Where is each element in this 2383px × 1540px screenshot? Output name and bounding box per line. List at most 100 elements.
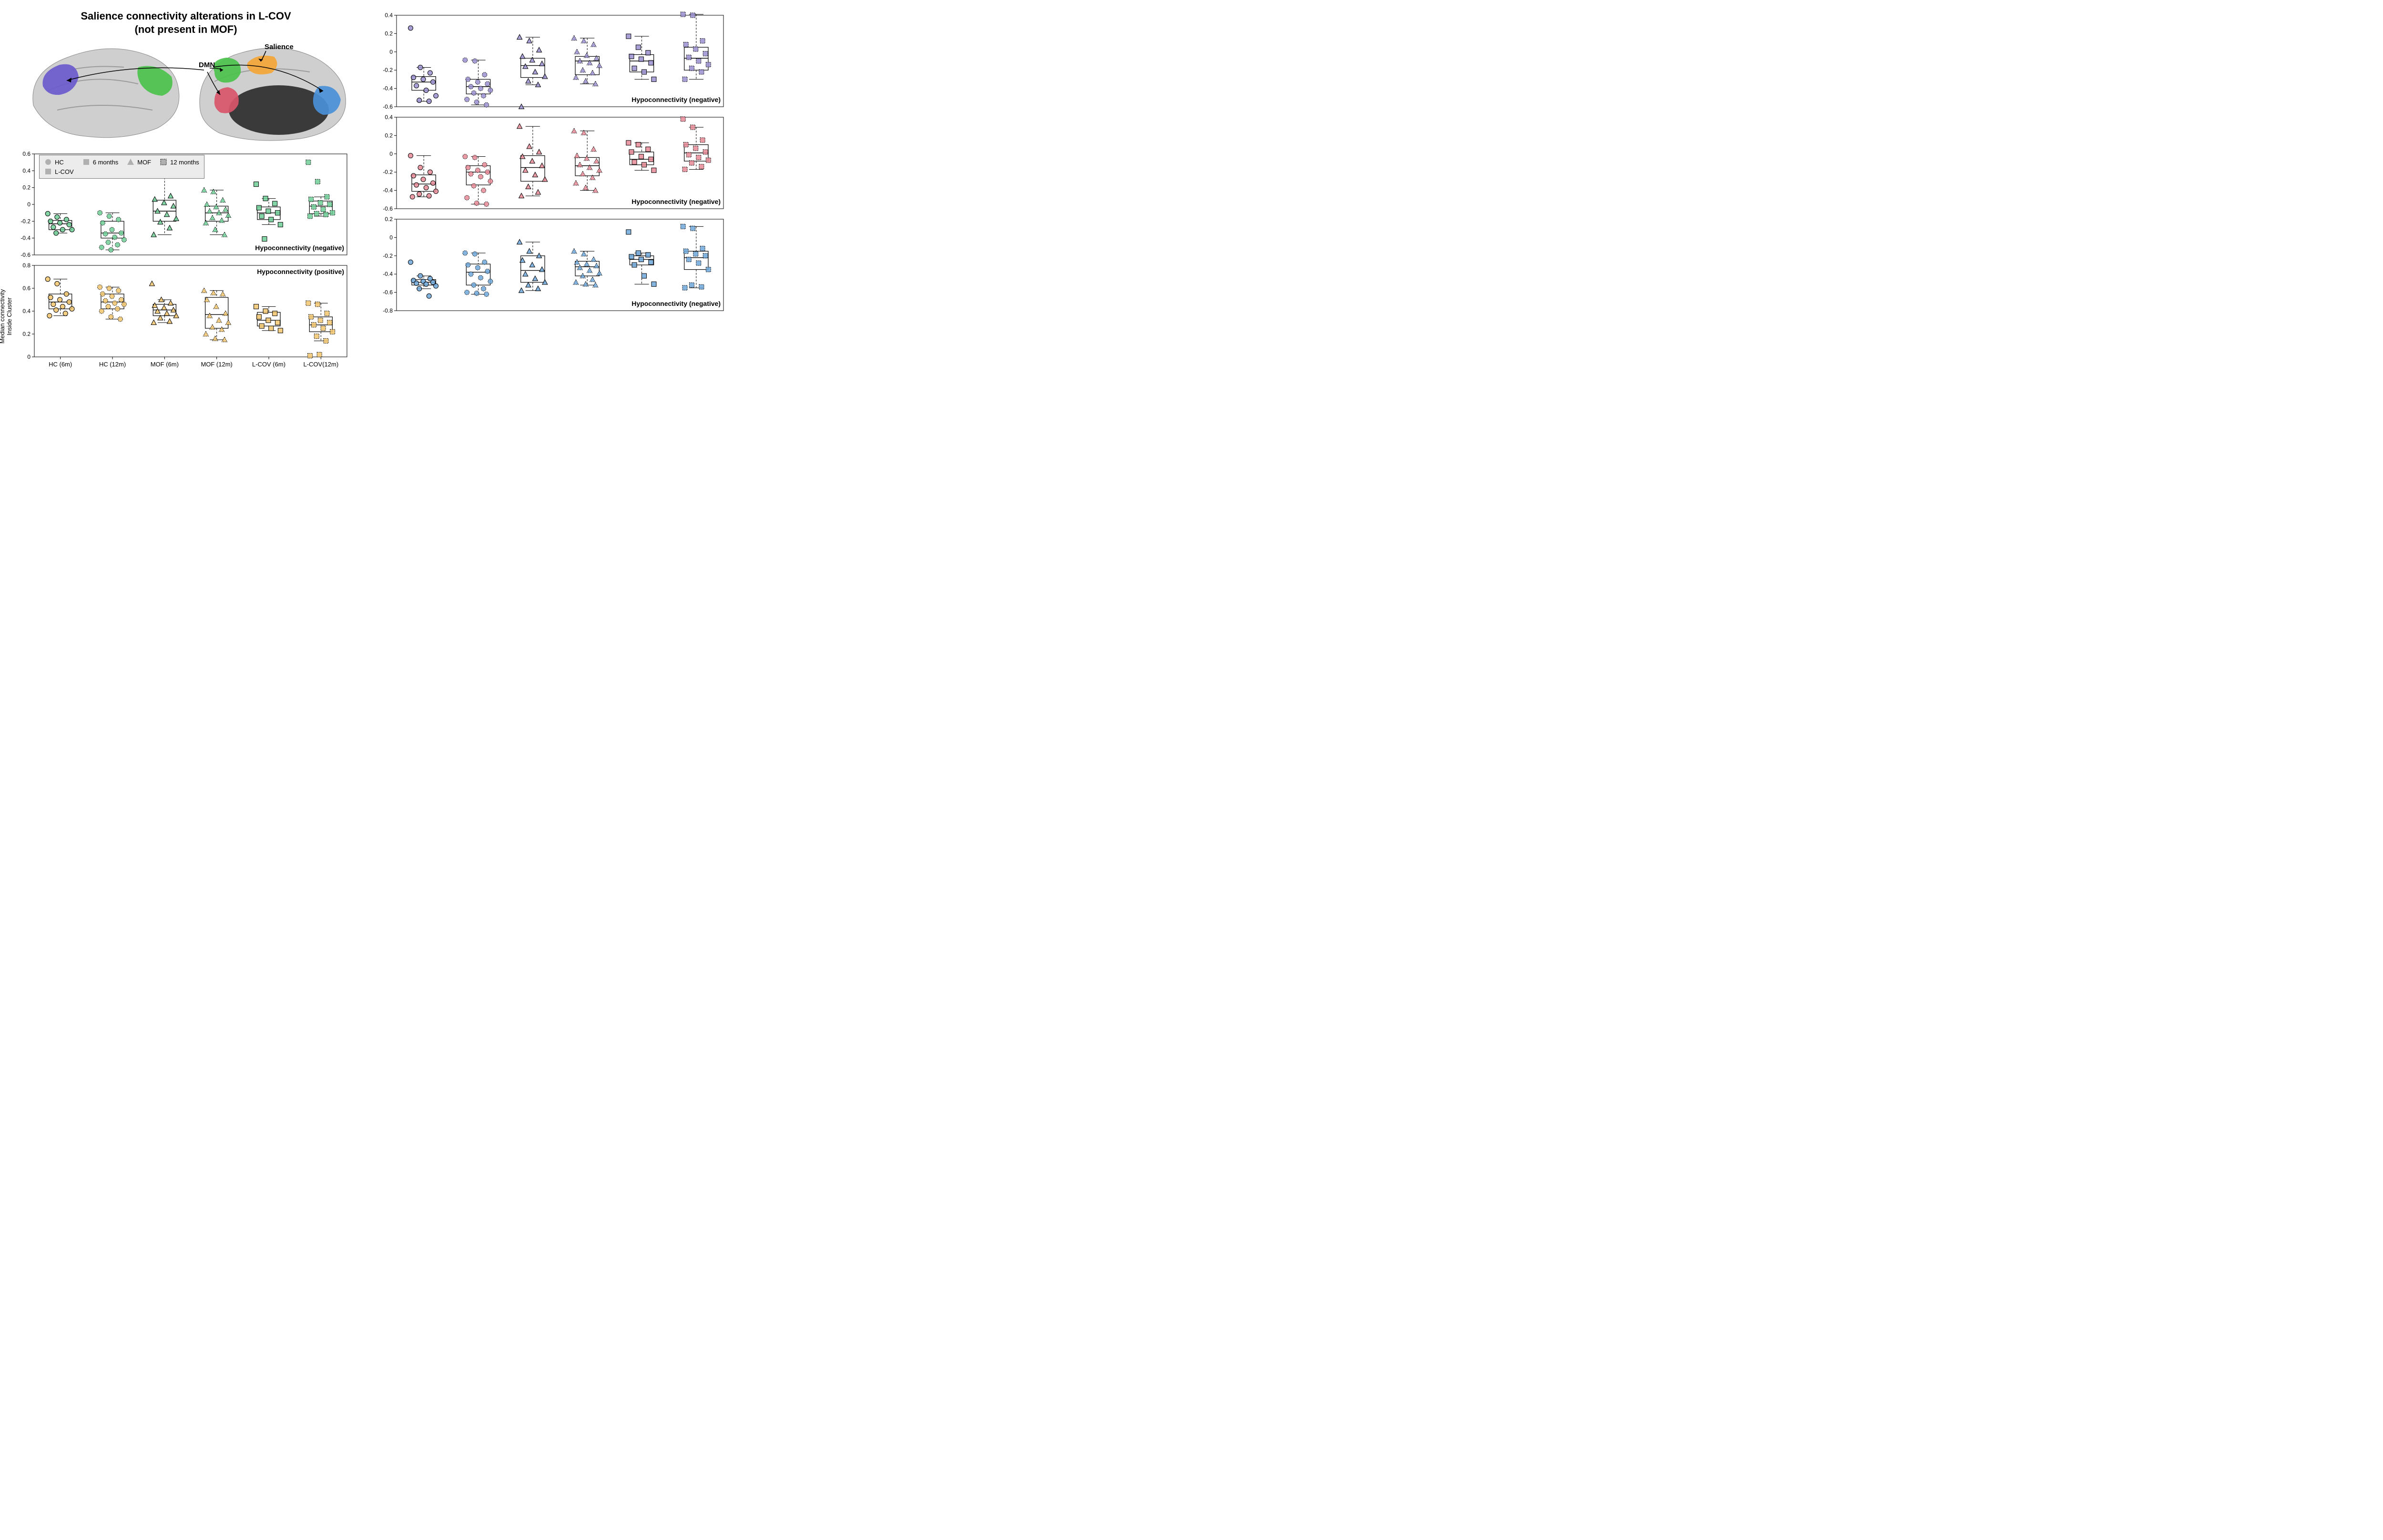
- brain-medial: [200, 48, 346, 141]
- panel-blue: -0.8-0.6-0.4-0.200.2Hypoconnectivity (ne…: [372, 215, 734, 315]
- data-point: [151, 232, 156, 237]
- data-point: [466, 263, 470, 267]
- data-point: [325, 194, 329, 199]
- data-point: [45, 277, 50, 282]
- svg-text:-0.4: -0.4: [383, 85, 393, 92]
- svg-text:-0.2: -0.2: [20, 218, 31, 224]
- boxplot-purple: -0.6-0.4-0.200.20.4Hypoconnectivity (neg…: [372, 11, 729, 111]
- data-point: [465, 195, 469, 200]
- data-point: [468, 272, 473, 276]
- data-point: [327, 320, 332, 325]
- data-point: [275, 320, 280, 325]
- data-point: [312, 323, 316, 327]
- data-point: [269, 217, 274, 222]
- data-point: [424, 185, 428, 190]
- annotation-label: Hypoconnectivity (positive): [257, 268, 344, 275]
- data-point: [318, 200, 323, 205]
- data-point: [275, 211, 280, 215]
- data-point: [327, 202, 332, 207]
- data-point: [683, 142, 688, 147]
- data-point: [55, 281, 60, 286]
- data-point: [583, 78, 588, 83]
- data-point: [269, 326, 274, 331]
- data-point: [164, 311, 170, 315]
- data-point: [116, 217, 121, 222]
- data-point: [417, 98, 422, 103]
- data-point: [591, 146, 596, 151]
- panel-red: -0.6-0.4-0.200.20.4Hypoconnectivity (neg…: [372, 113, 734, 213]
- figure-title: Salience connectivity alterations in L-C…: [10, 10, 362, 36]
- data-point: [414, 83, 419, 88]
- label-salience: Salience: [265, 43, 294, 51]
- data-point: [254, 304, 259, 309]
- data-point: [155, 308, 160, 313]
- brain-svg: Salience DMN: [10, 39, 362, 148]
- data-point: [475, 265, 480, 270]
- svg-text:0.4: 0.4: [385, 12, 393, 19]
- data-point: [584, 53, 590, 58]
- panel-orange: Median connectivityInside Cluster 00.20.…: [10, 262, 362, 371]
- data-point: [47, 314, 52, 318]
- data-point: [632, 66, 637, 71]
- data-point: [681, 12, 685, 17]
- data-point: [537, 253, 542, 258]
- data-point: [226, 320, 231, 324]
- svg-text:0: 0: [389, 234, 393, 241]
- data-point: [526, 78, 531, 83]
- data-point: [256, 205, 261, 210]
- data-point: [591, 42, 596, 47]
- data-point: [652, 282, 656, 286]
- data-point: [636, 142, 641, 147]
- data-point: [636, 251, 641, 255]
- data-point: [468, 84, 473, 89]
- data-point: [203, 220, 208, 225]
- data-point: [482, 162, 487, 167]
- panel-purple: -0.6-0.4-0.200.20.4Hypoconnectivity (neg…: [372, 11, 734, 111]
- data-point: [537, 47, 542, 52]
- data-point: [214, 304, 219, 309]
- data-point: [689, 283, 694, 287]
- data-point: [54, 308, 59, 313]
- data-point: [410, 194, 415, 199]
- data-point: [210, 215, 215, 220]
- data-point: [109, 314, 113, 319]
- data-point: [700, 138, 705, 142]
- svg-text:MOF (6m): MOF (6m): [151, 361, 179, 368]
- data-point: [649, 260, 653, 264]
- data-point: [573, 180, 579, 185]
- data-point: [262, 236, 267, 241]
- data-point: [478, 275, 483, 280]
- right-column: -0.6-0.4-0.200.20.4Hypoconnectivity (neg…: [372, 10, 734, 371]
- data-point: [278, 222, 283, 227]
- svg-text:-0.6: -0.6: [383, 205, 393, 212]
- data-point: [584, 156, 590, 161]
- title-line1: Salience connectivity alterations in L-C…: [10, 10, 362, 23]
- data-point: [683, 249, 688, 253]
- data-point: [485, 81, 490, 86]
- data-point: [222, 337, 227, 342]
- data-point: [581, 38, 586, 43]
- data-point: [629, 150, 634, 154]
- data-point: [159, 297, 164, 302]
- data-point: [116, 288, 121, 293]
- data-point: [482, 72, 487, 77]
- data-point: [642, 274, 646, 278]
- data-point: [474, 201, 479, 205]
- data-point: [211, 189, 216, 194]
- data-point: [273, 201, 277, 206]
- data-point: [481, 188, 486, 193]
- data-point: [99, 309, 104, 314]
- data-point: [706, 267, 711, 272]
- data-point: [98, 285, 102, 290]
- annotation-label: Hypoconnectivity (negative): [631, 300, 721, 307]
- left-column: Salience connectivity alterations in L-C…: [10, 10, 362, 371]
- data-point: [523, 64, 528, 69]
- data-point: [699, 284, 704, 289]
- data-point: [703, 253, 708, 258]
- data-point: [325, 311, 329, 316]
- data-point: [593, 81, 598, 86]
- data-point: [168, 193, 173, 198]
- svg-text:-0.6: -0.6: [383, 289, 393, 296]
- svg-text:-0.2: -0.2: [383, 67, 393, 73]
- brain-render: Salience DMN: [10, 39, 362, 148]
